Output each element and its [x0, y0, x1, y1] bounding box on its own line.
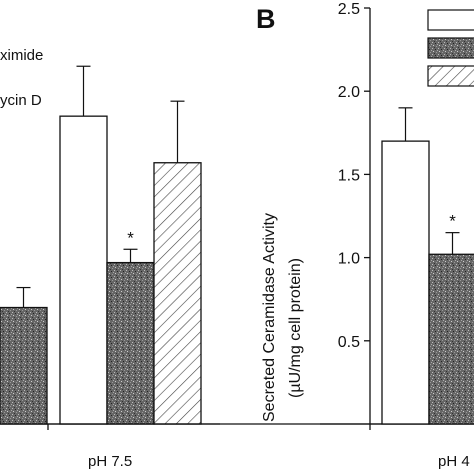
- legend-label-cycloheximide: ximide: [0, 47, 43, 64]
- legend-swatch-hatched: [427, 65, 474, 87]
- y-tick-label: 0.5: [338, 334, 360, 351]
- y-tick-label: 1.5: [338, 167, 360, 184]
- significance-marker: *: [449, 212, 456, 231]
- legend-label-actinomycin: ycin D: [0, 92, 42, 109]
- category-label-ph4: pH 4: [438, 453, 470, 470]
- category-label-ph75: pH 7.5: [88, 453, 132, 470]
- panel-label-b: B: [256, 4, 276, 34]
- bar: [59, 115, 108, 425]
- y-tick-label: 2.5: [338, 1, 360, 18]
- bar: [153, 162, 202, 425]
- y-tick-label: 2.0: [338, 84, 360, 101]
- bar: [381, 140, 430, 425]
- legend-swatch-open: [427, 9, 474, 31]
- panel-a: ximide ycin D pH 7.5 *: [0, 47, 220, 470]
- bar: [428, 253, 474, 425]
- y-tick-label: 1.0: [338, 251, 360, 268]
- bar: [0, 306, 48, 425]
- y-axis-title: Secreted Ceramidase Activity: [261, 213, 278, 422]
- y-axis-unit: (µU/mg cell protein): [287, 258, 304, 398]
- bar: [106, 261, 155, 425]
- legend-swatch-stippled: [427, 37, 474, 59]
- significance-marker: *: [127, 228, 134, 247]
